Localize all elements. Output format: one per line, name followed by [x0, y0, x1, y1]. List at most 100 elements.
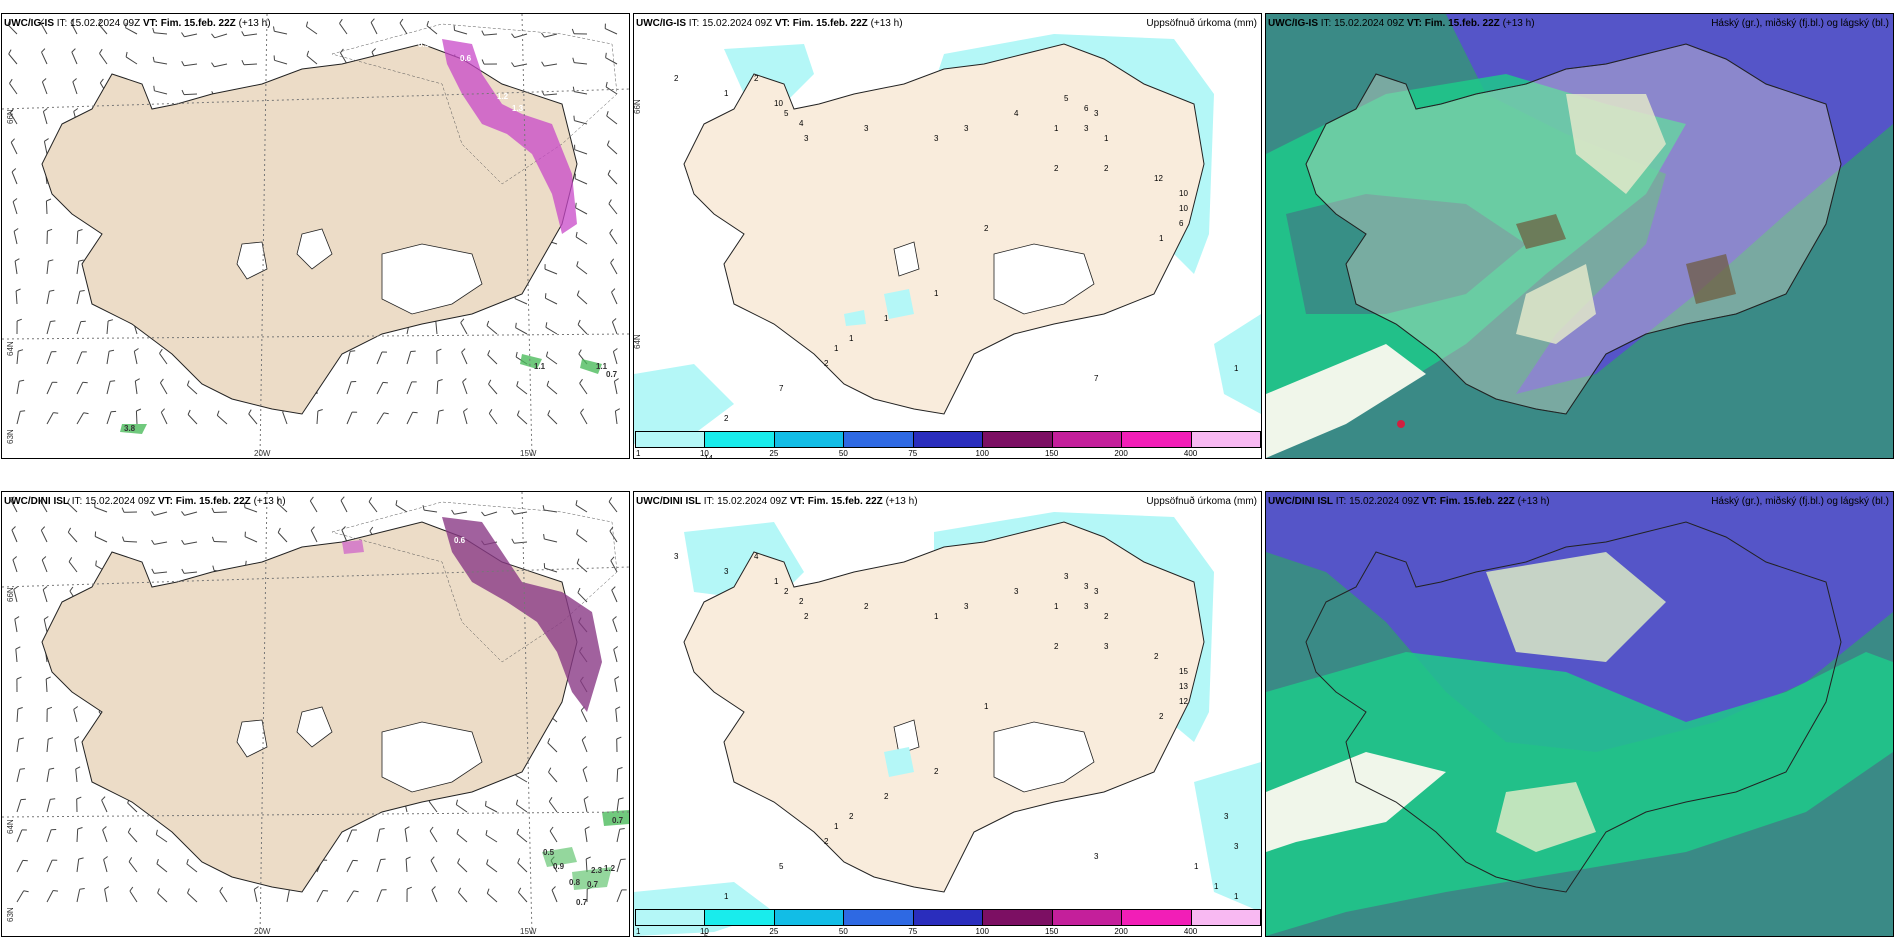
wind-barb	[103, 859, 108, 873]
wind-barb	[106, 381, 111, 395]
wind-barb	[376, 889, 383, 903]
hatched-region	[331, 501, 618, 663]
colorbar-swatch	[1051, 431, 1123, 448]
wind-value: 0.5	[418, 40, 430, 49]
precip-cell-green	[120, 424, 147, 434]
wind-barb	[576, 294, 588, 305]
wind-barb	[16, 890, 25, 903]
precip-cell-magenta	[442, 517, 602, 712]
wind-barb-flag	[273, 26, 275, 32]
wind-barb-flag	[516, 828, 520, 834]
wind-barb	[244, 536, 258, 543]
init-time: 15.02.2024 09Z	[70, 18, 141, 29]
precip-area-light	[884, 747, 914, 777]
wind-barb	[515, 327, 528, 335]
wind-barb	[76, 291, 81, 305]
colorbar-tick: 1	[636, 449, 641, 458]
pale-cloud-area	[1496, 782, 1596, 852]
wind-barb-flag	[322, 890, 329, 892]
precip-value: 2	[864, 602, 869, 611]
wind-barb-flag	[609, 228, 613, 234]
wind-barb-flag	[75, 766, 81, 770]
wind-barb	[104, 889, 108, 903]
wind-barb-flag	[353, 890, 359, 893]
wind-value: 0.8	[569, 878, 581, 887]
precip-value: 2	[754, 74, 759, 83]
precip-value: 1	[834, 344, 839, 353]
colorbar-tick: 75	[908, 449, 918, 458]
init-time-label: IT:	[703, 496, 715, 507]
wind-barb-flag	[430, 856, 435, 861]
wind-barb	[76, 889, 81, 903]
wind-barb	[277, 532, 288, 543]
colorbar-tick: 10	[699, 449, 709, 458]
init-time-label: IT:	[688, 18, 700, 29]
wind-barb-flag	[395, 500, 398, 506]
precip-value: 1	[849, 334, 854, 343]
wind-precip-panel-bottom: UWC/DINI ISL IT: 15.02.2024 09Z VT: Fim.…	[1, 491, 630, 937]
wind-barb-flag	[159, 348, 163, 354]
precip-value: 4	[754, 552, 759, 561]
wind-barb	[16, 381, 20, 395]
wind-barb	[576, 533, 588, 543]
wind-barb-flag	[135, 378, 140, 382]
wind-barb-flag	[548, 767, 552, 773]
wind-barb	[488, 413, 498, 425]
precip-value: 4	[1014, 109, 1019, 118]
wind-barb-flag	[576, 529, 579, 535]
precip-value: 2	[824, 837, 829, 846]
wind-barb	[76, 321, 82, 335]
wind-barb	[282, 411, 288, 425]
colorbar-swatch	[843, 431, 914, 448]
precip-value: 1	[1234, 364, 1239, 373]
colorbar-tick: 25	[769, 449, 779, 458]
wind-barb	[98, 23, 108, 35]
wind-barb	[514, 541, 528, 544]
hatched-region	[331, 23, 618, 185]
wind-barb-flag	[151, 539, 155, 545]
precip-value: 2	[984, 224, 989, 233]
precip-value: 1	[884, 314, 889, 323]
wind-barb-flag	[50, 320, 56, 322]
wind-barb-flag	[584, 826, 590, 830]
lat-label: 66N	[6, 587, 15, 602]
wind-barb	[608, 501, 618, 513]
wind-barb	[582, 769, 588, 783]
wind-barb	[424, 509, 438, 513]
precip-colorbar: 1 10 25 50 75 100 150 200 400	[635, 909, 1261, 936]
precip-area-light	[634, 364, 734, 444]
wind-barb-flag	[457, 887, 462, 893]
wind-barb	[339, 23, 348, 35]
wind-barb	[339, 52, 348, 65]
wind-value: 0.7	[606, 370, 618, 379]
wind-value: 2.3	[591, 866, 603, 875]
colorbar-swatch	[912, 909, 984, 926]
wind-barb	[244, 33, 258, 37]
wind-barb	[67, 502, 78, 513]
wind-barb	[216, 415, 228, 425]
lat-label: 64N	[6, 819, 15, 834]
wind-barb-flag	[611, 288, 616, 293]
precip-area-light	[1214, 314, 1261, 414]
precip-value: 3	[864, 124, 869, 133]
wind-barb-flag	[151, 568, 155, 574]
wind-barb	[544, 567, 558, 573]
valid-time: Fim. 15.feb. 22Z	[792, 18, 868, 29]
wind-value: 0.7	[587, 880, 599, 889]
wind-barb	[15, 649, 18, 663]
wind-barb	[244, 507, 258, 513]
wind-barb	[514, 298, 528, 305]
iceland-coastline	[41, 521, 578, 893]
wind-barb-flag	[45, 676, 51, 680]
wind-barb-flag	[18, 349, 24, 352]
precip-value: 12	[1154, 174, 1163, 183]
wind-barb	[15, 290, 18, 305]
wind-barb	[106, 411, 112, 425]
precip-value: 4	[799, 119, 804, 128]
wind-barb-flag	[160, 408, 165, 413]
wind-barb	[101, 799, 108, 813]
wind-barb	[41, 51, 48, 65]
wind-barb-flag	[104, 886, 110, 890]
wind-barb-flag	[486, 888, 490, 894]
lon-label: 20W	[254, 449, 271, 458]
